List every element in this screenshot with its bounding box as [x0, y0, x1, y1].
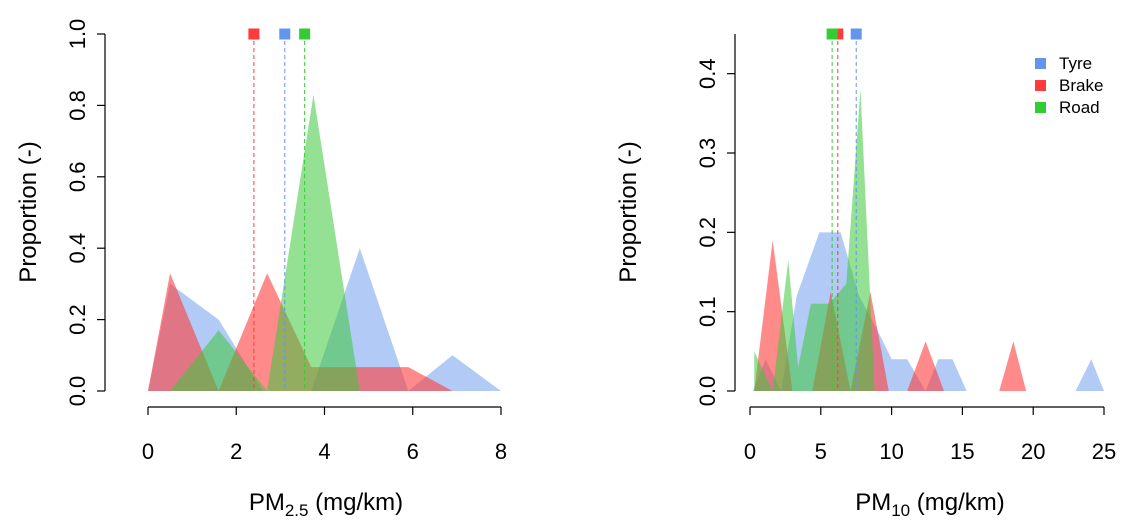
pm10-road-area — [754, 89, 892, 392]
pm25-x-tick-label: 2 — [230, 439, 242, 464]
legend-brake-label: Brake — [1059, 76, 1103, 95]
pm25-y-tick-label: 0.4 — [65, 233, 90, 264]
pm25-road-area — [170, 94, 360, 391]
pm10-x-title-main: PM — [855, 489, 891, 516]
pm10-x-tick-label: 25 — [1092, 439, 1116, 464]
pm25-plot-area — [148, 28, 501, 391]
pm10-y-tick-label: 0.2 — [695, 217, 720, 248]
pm25-x-title-unit: (mg/km) — [308, 489, 403, 516]
pm25-x-tick-label: 4 — [318, 439, 330, 464]
pm25-x-title-main: PM — [249, 489, 285, 516]
pm25-tyre-mean-marker — [279, 28, 291, 40]
pm25-y-axis-title: Proportion (-) — [15, 141, 42, 282]
pm25-y-tick-label: 0.8 — [65, 90, 90, 121]
pm10-y-tick-label: 0.1 — [695, 296, 720, 327]
pm10-y-ticks: 0.0 0.1 0.2 0.3 0.4 — [695, 58, 735, 406]
pm10-x-title-unit: (mg/km) — [910, 489, 1005, 516]
legend-road-swatch — [1035, 102, 1046, 113]
legend-tyre-label: Tyre — [1059, 54, 1092, 73]
legend-brake-swatch — [1035, 80, 1046, 91]
pm10-y-tick-label: 0.0 — [695, 376, 720, 407]
pm10-x-tick-label: 20 — [1021, 439, 1045, 464]
pm10-x-tick-label: 0 — [744, 439, 756, 464]
legend-tyre-swatch — [1035, 58, 1046, 69]
pm25-y-tick-label: 0.0 — [65, 376, 90, 407]
pm25-x-tick-label: 0 — [142, 439, 154, 464]
pm10-y-tick-label: 0.3 — [695, 138, 720, 169]
legend-road-label: Road — [1059, 98, 1100, 117]
pm10-x-ticks: 0 5 10 15 20 25 — [744, 407, 1116, 464]
pm10-x-tick-label: 5 — [815, 439, 827, 464]
pm10-x-tick-label: 10 — [879, 439, 903, 464]
pm10-road-mean-marker — [826, 28, 838, 40]
pm25-x-ticks: 0 2 4 6 8 — [142, 407, 507, 464]
pm25-y-ticks: 0.0 0.2 0.4 0.6 0.8 1.0 — [65, 19, 105, 407]
pm25-brake-mean-marker — [248, 28, 260, 40]
pm25-y-tick-label: 1.0 — [65, 19, 90, 50]
pm10-tyre-mean-marker — [850, 28, 862, 40]
pm10-x-tick-label: 15 — [950, 439, 974, 464]
pm25-x-title-sub: 2.5 — [285, 501, 309, 520]
pm10-y-tick-label: 0.4 — [695, 58, 720, 89]
pm25-x-axis-title: PM2.5 (mg/km) — [249, 489, 403, 520]
pm25-y-tick-label: 0.2 — [65, 304, 90, 335]
pm10-x-title-sub: 10 — [891, 501, 910, 520]
pm10-panel: 0 5 10 15 20 25 0.0 0.1 0.2 0.3 0.4 Proportion (-… — [615, 28, 1116, 520]
pm10-plot-area — [752, 28, 1104, 392]
pm25-road-mean-marker — [299, 28, 311, 40]
pm10-x-axis-title: PM10 (mg/km) — [855, 489, 1005, 520]
pm25-y-tick-label: 0.6 — [65, 162, 90, 193]
pm25-x-tick-label: 8 — [495, 439, 507, 464]
pm10-y-axis-title: Proportion (-) — [615, 141, 642, 282]
pm10-brake-mean-marker — [832, 28, 844, 40]
pm10-legend: Tyre Brake Road — [1035, 54, 1103, 117]
pm25-x-tick-label: 6 — [407, 439, 419, 464]
